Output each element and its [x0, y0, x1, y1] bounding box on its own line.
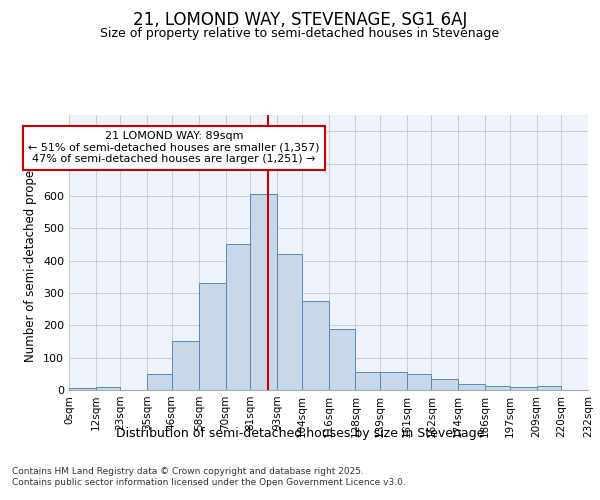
- Bar: [96, 387, 121, 390]
- Bar: [380, 372, 407, 390]
- Y-axis label: Number of semi-detached properties: Number of semi-detached properties: [25, 143, 37, 362]
- Text: 21, LOMOND WAY, STEVENAGE, SG1 6AJ: 21, LOMOND WAY, STEVENAGE, SG1 6AJ: [133, 11, 467, 29]
- Text: 21 LOMOND WAY: 89sqm
← 51% of semi-detached houses are smaller (1,357)
47% of se: 21 LOMOND WAY: 89sqm ← 51% of semi-detac…: [28, 131, 320, 164]
- Bar: [277, 254, 302, 390]
- Text: Size of property relative to semi-detached houses in Stevenage: Size of property relative to semi-detach…: [100, 28, 500, 40]
- Bar: [302, 301, 329, 390]
- Bar: [226, 244, 250, 390]
- Text: Distribution of semi-detached houses by size in Stevenage: Distribution of semi-detached houses by …: [116, 428, 484, 440]
- Bar: [147, 374, 172, 390]
- Bar: [536, 386, 561, 390]
- Bar: [250, 194, 277, 390]
- Bar: [407, 374, 431, 390]
- Bar: [458, 384, 485, 390]
- Bar: [199, 283, 226, 390]
- Bar: [172, 342, 199, 390]
- Bar: [510, 387, 536, 390]
- Bar: [431, 378, 458, 390]
- Bar: [329, 328, 355, 390]
- Bar: [485, 386, 510, 390]
- Bar: [355, 372, 380, 390]
- Bar: [69, 388, 96, 390]
- Text: Contains HM Land Registry data © Crown copyright and database right 2025.
Contai: Contains HM Land Registry data © Crown c…: [12, 468, 406, 487]
